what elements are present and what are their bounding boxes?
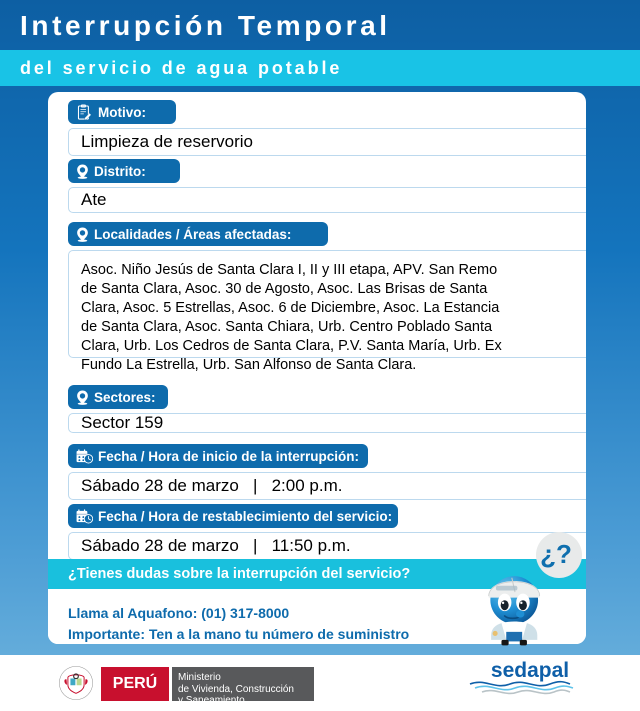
svg-text:¿?: ¿?: [540, 539, 572, 569]
svg-text:sedapal: sedapal: [491, 659, 569, 682]
